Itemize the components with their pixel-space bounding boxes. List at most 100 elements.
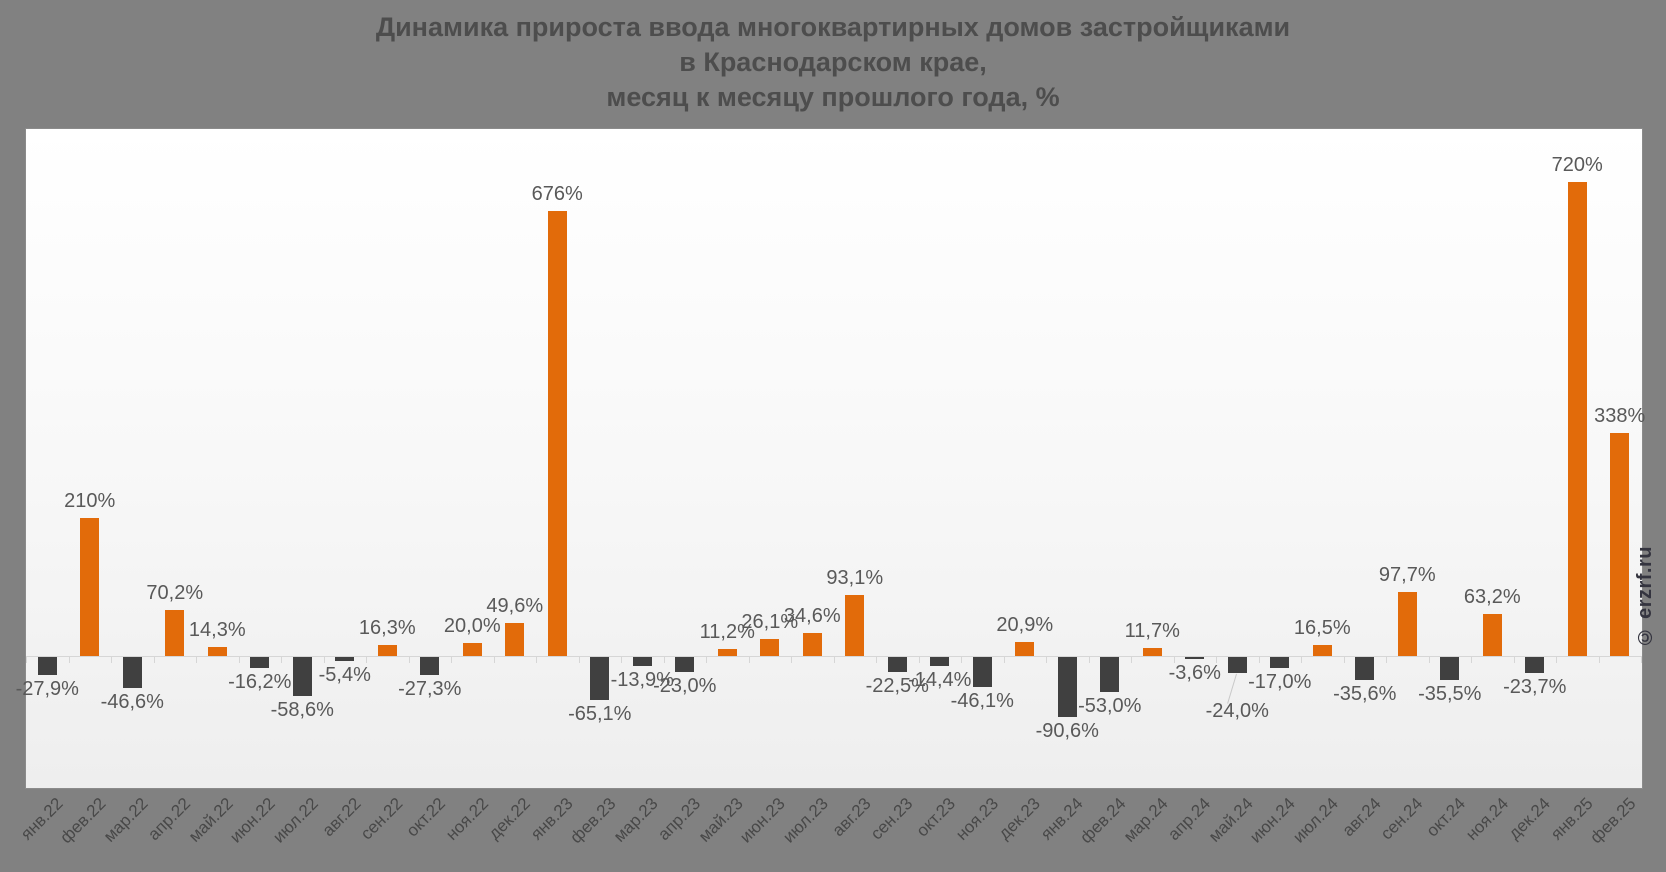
bar-дек.22[interactable]	[505, 623, 525, 656]
value-label: -27,3%	[398, 677, 462, 700]
bar-фев.23[interactable]	[590, 657, 610, 700]
x-axis-tick	[323, 657, 325, 663]
chart-title-line2: в Краснодарском крае,	[679, 47, 987, 77]
value-label: 676%	[531, 182, 583, 205]
bar-дек.23[interactable]	[1015, 642, 1035, 656]
value-label: -58,6%	[270, 698, 334, 721]
bar-янв.25[interactable]	[1567, 182, 1587, 656]
x-axis-label: ноя.24	[1461, 794, 1512, 844]
x-axis-label: ноя.23	[951, 794, 1002, 844]
x-axis-tick	[1131, 657, 1132, 663]
x-axis-label: апр.22	[144, 794, 195, 845]
x-axis-tick	[26, 657, 27, 663]
x-axis-label: окт.23	[912, 794, 960, 841]
bar-авг.22[interactable]	[335, 657, 355, 661]
bar-фев.24[interactable]	[1100, 657, 1120, 692]
bar-сен.24[interactable]	[1397, 591, 1417, 656]
bar-май.24[interactable]	[1227, 657, 1247, 673]
bar-июл.23[interactable]	[802, 633, 822, 656]
x-axis-label: июн.22	[226, 794, 280, 847]
bar-май.23[interactable]	[717, 648, 737, 656]
bar-июн.24[interactable]	[1270, 657, 1290, 669]
watermark: © erzrf.ru	[1634, 546, 1656, 648]
bar-июн.23[interactable]	[760, 638, 780, 656]
x-axis-tick	[68, 657, 70, 663]
bar-дек.24[interactable]	[1525, 657, 1545, 673]
bar-июл.24[interactable]	[1312, 645, 1332, 656]
bar-фев.25[interactable]	[1610, 433, 1630, 656]
bar-янв.24[interactable]	[1057, 657, 1077, 717]
value-label: -35,5%	[1418, 683, 1482, 706]
x-axis-tick	[1301, 657, 1302, 663]
bar-мар.22[interactable]	[122, 657, 142, 688]
x-axis-tick	[1556, 657, 1557, 663]
x-axis-tick	[451, 657, 452, 663]
x-axis-tick	[1513, 657, 1515, 663]
x-axis-label: июл.23	[779, 794, 832, 847]
bar-мар.24[interactable]	[1142, 648, 1162, 656]
value-label: -23,7%	[1503, 675, 1567, 698]
x-axis-label: фев.25	[1586, 794, 1640, 848]
bar-янв.23[interactable]	[547, 210, 567, 656]
bar-окт.22[interactable]	[420, 657, 440, 675]
value-label: -16,2%	[228, 670, 292, 693]
x-axis-tick	[366, 657, 367, 663]
bar-май.22[interactable]	[207, 646, 227, 656]
x-axis-tick	[238, 657, 240, 663]
x-axis-label: сен.23	[867, 794, 917, 844]
x-axis-label: апр.23	[654, 794, 705, 845]
x-axis-label: май.23	[694, 794, 747, 846]
x-axis-label: ноя.22	[441, 794, 492, 844]
bar-сен.22[interactable]	[377, 645, 397, 656]
bar-июл.22[interactable]	[292, 657, 312, 696]
value-label: -14,4%	[908, 669, 972, 692]
x-axis-tick	[536, 657, 537, 663]
bar-ноя.23[interactable]	[972, 657, 992, 688]
x-axis-label: фев.22	[56, 794, 110, 848]
bar-фев.22[interactable]	[80, 517, 100, 656]
value-label: -27,9%	[15, 678, 79, 701]
value-label: 20,9%	[996, 614, 1054, 637]
x-axis-label: июл.24	[1289, 794, 1342, 847]
value-label: -17,0%	[1248, 671, 1312, 694]
x-axis-tick	[1046, 657, 1047, 663]
bar-ноя.24[interactable]	[1482, 614, 1502, 656]
bar-окт.23[interactable]	[930, 657, 950, 667]
value-label: 97,7%	[1378, 563, 1436, 586]
value-label: 14,3%	[188, 618, 246, 641]
value-label: 49,6%	[486, 595, 544, 618]
x-axis-label: окт.22	[402, 794, 450, 841]
x-axis-label: авг.22	[318, 794, 365, 841]
x-axis-tick	[1088, 657, 1090, 663]
value-label: 16,5%	[1293, 617, 1351, 640]
x-axis-tick	[196, 657, 197, 663]
value-label: 20,0%	[443, 614, 501, 637]
value-label: 11,2%	[699, 620, 755, 643]
value-label: 338%	[1594, 405, 1646, 428]
bar-апр.23[interactable]	[675, 657, 695, 673]
value-label: -24,0%	[1205, 699, 1269, 722]
value-label: -90,6%	[1035, 719, 1099, 742]
bar-ноя.22[interactable]	[462, 642, 482, 656]
x-axis-tick	[1428, 657, 1430, 663]
x-axis-label: май.22	[184, 794, 237, 846]
bar-янв.22[interactable]	[37, 657, 57, 676]
x-axis-label: дек.22	[485, 794, 535, 844]
value-label: 11,7%	[1124, 620, 1180, 643]
x-axis-tick	[1258, 657, 1260, 663]
x-axis-tick	[1343, 657, 1345, 663]
x-axis-label: авг.24	[1338, 794, 1385, 841]
value-label: 210%	[64, 489, 116, 512]
bar-июн.22[interactable]	[250, 657, 270, 668]
x-axis-label: авг.23	[828, 794, 875, 841]
bar-апр.22[interactable]	[165, 609, 185, 656]
bar-мар.23[interactable]	[632, 657, 652, 667]
bar-авг.24[interactable]	[1355, 657, 1375, 681]
bar-сен.23[interactable]	[887, 657, 907, 672]
bar-апр.24[interactable]	[1185, 657, 1205, 660]
bar-окт.24[interactable]	[1440, 657, 1460, 681]
value-label: -13,9%	[610, 669, 674, 692]
bar-авг.23[interactable]	[845, 594, 865, 656]
x-axis-tick	[748, 657, 750, 663]
